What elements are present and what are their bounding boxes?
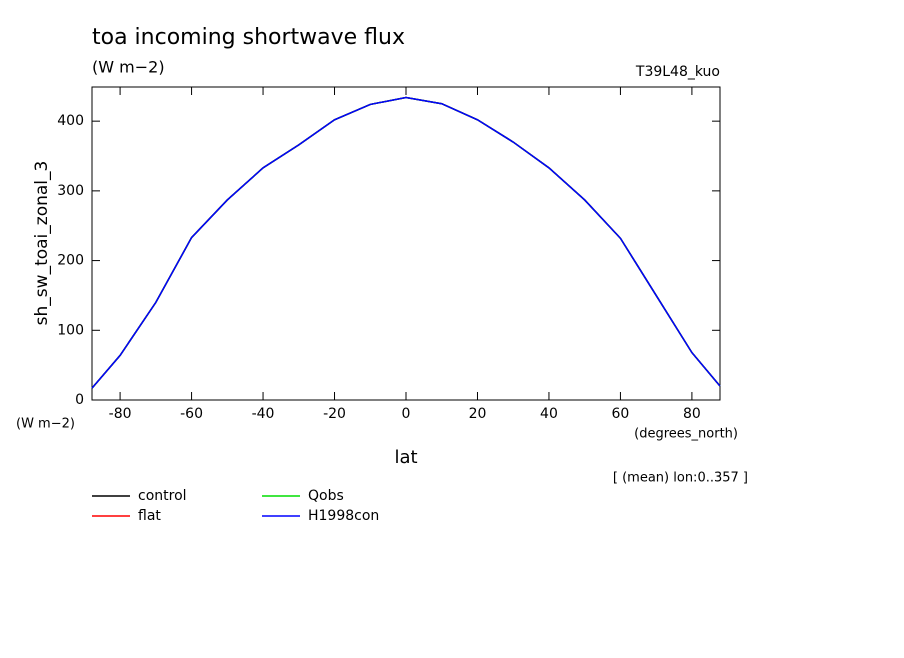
y-tick-label: 300 <box>57 183 84 199</box>
legend-label: Qobs <box>308 488 344 504</box>
units: (W m−2) <box>92 58 165 77</box>
x-tick-label: 0 <box>402 406 411 422</box>
x-tick-label: 20 <box>469 406 487 422</box>
y-tick-label: 200 <box>57 253 84 269</box>
chart-title: toa incoming shortwave flux <box>92 25 405 50</box>
x-tick-label: 60 <box>612 406 630 422</box>
x-axis-label: lat <box>394 447 417 468</box>
y-tick-label: 100 <box>57 322 84 338</box>
series-line <box>91 96 721 389</box>
x-tick-label: -60 <box>180 406 203 422</box>
y-units: (W m−2) <box>16 417 75 432</box>
legend-label: flat <box>138 508 161 524</box>
x-tick-label: -40 <box>252 406 275 422</box>
x-tick-label: -80 <box>109 406 132 422</box>
y-axis-label: sh_sw_toai_zonal_3 <box>32 161 52 326</box>
annotation: T39L48_kuo <box>635 64 720 80</box>
x-tick-label: 80 <box>683 406 701 422</box>
x-units: (degrees_north) <box>634 427 738 442</box>
legend-label: H1998con <box>308 508 379 524</box>
note: [ (mean) lon:0..357 ] <box>613 471 748 486</box>
x-tick-label: -20 <box>323 406 346 422</box>
y-tick-label: 0 <box>75 392 84 408</box>
legend-label: control <box>138 488 187 504</box>
y-tick-label: 400 <box>57 113 84 129</box>
x-tick-label: 40 <box>540 406 558 422</box>
